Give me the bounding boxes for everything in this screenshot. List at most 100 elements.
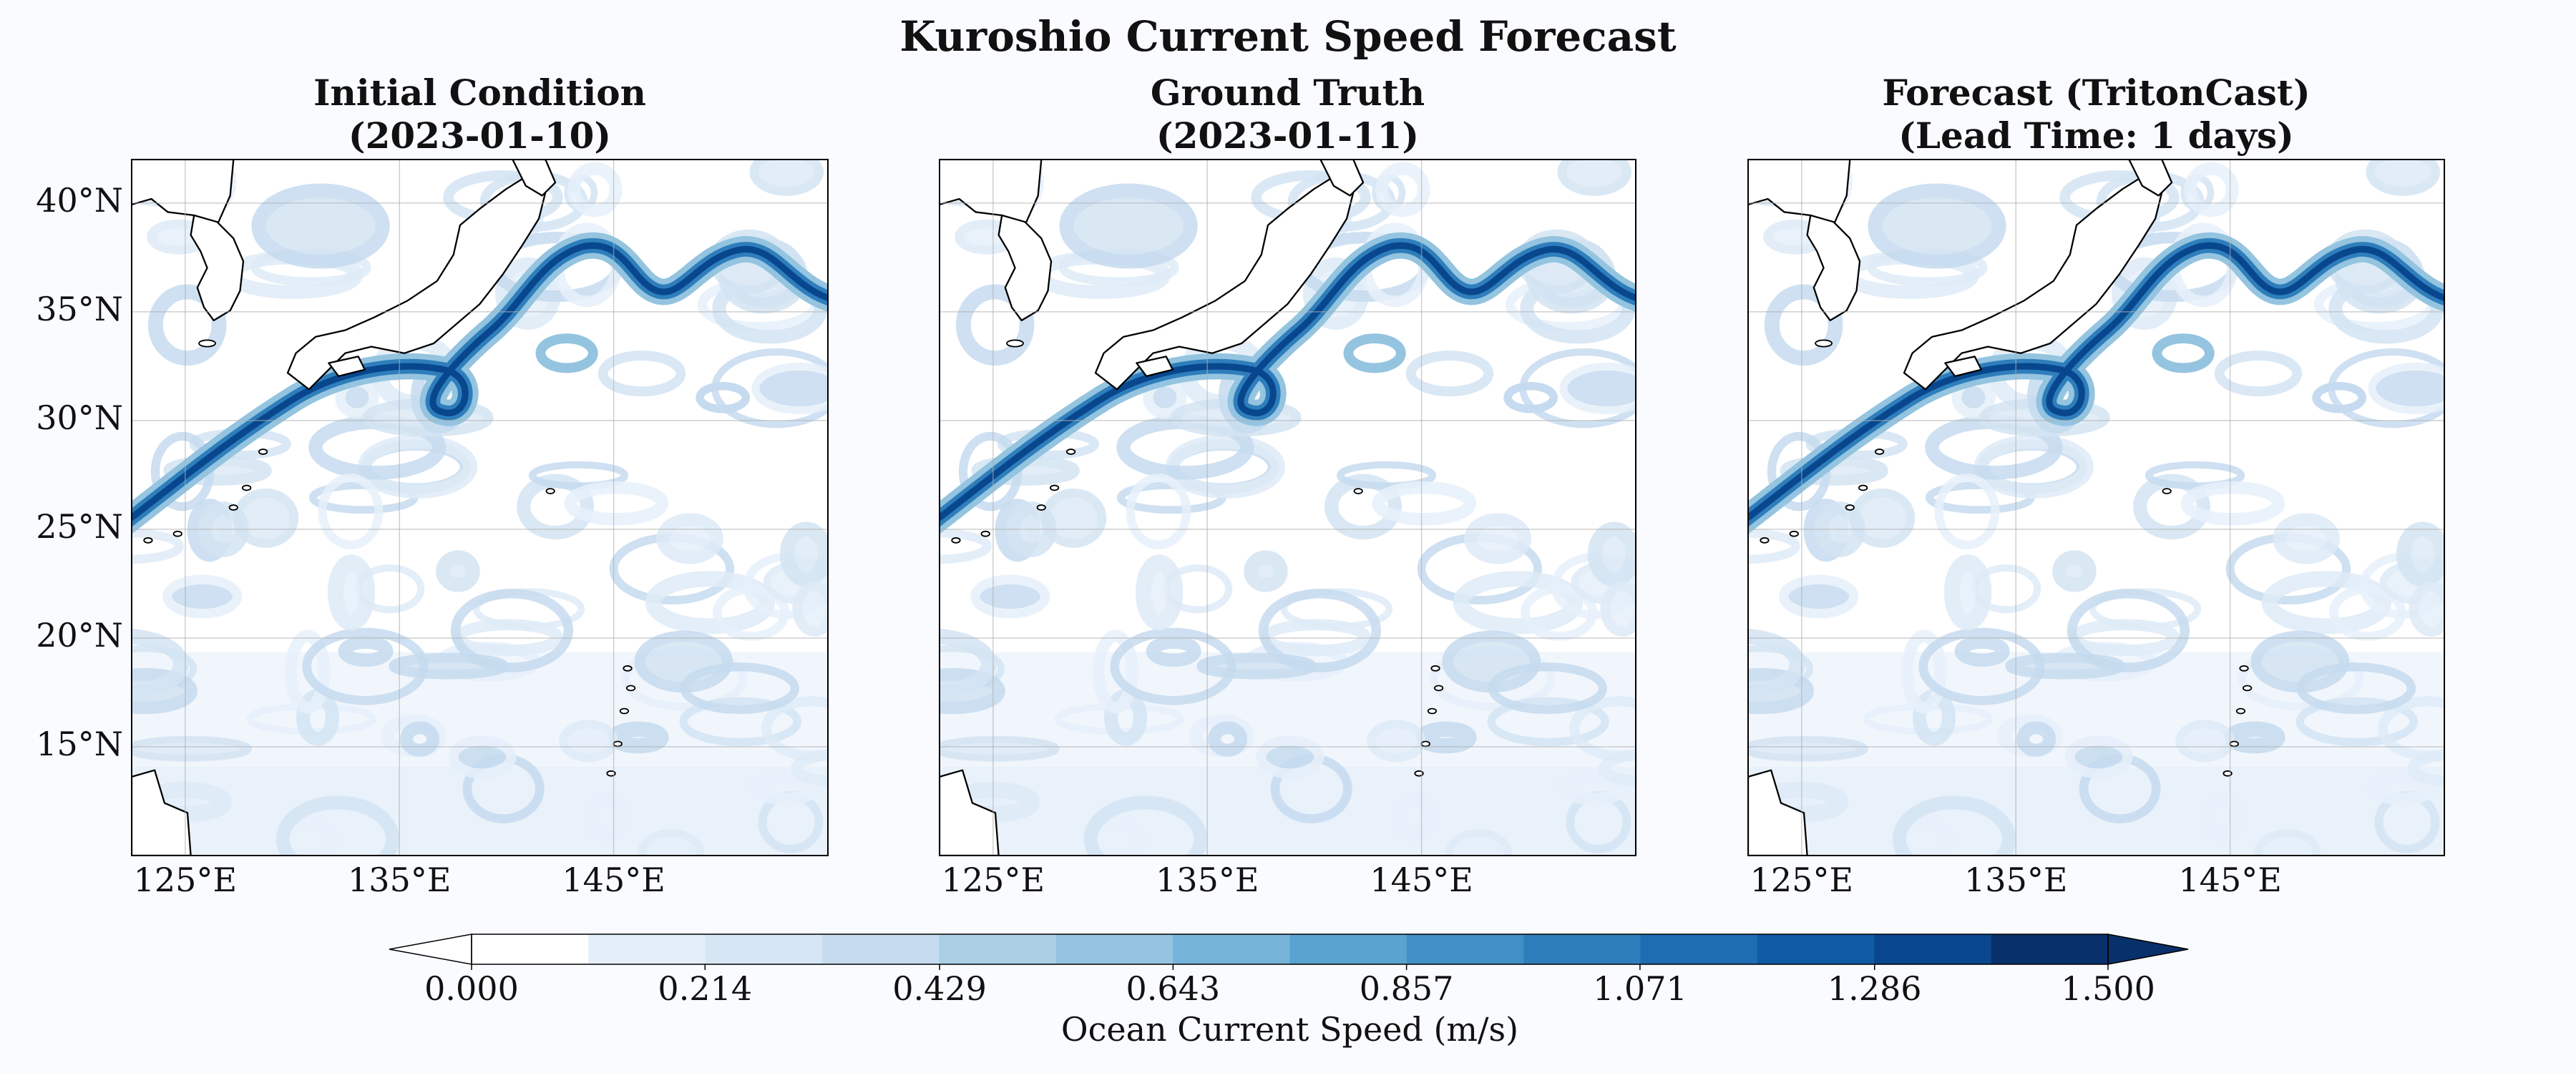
colorbar-under-arrow bbox=[389, 934, 472, 965]
panel-title: Initial Condition bbox=[313, 72, 646, 114]
colorbar-segment bbox=[1289, 934, 1407, 964]
x-tick-label: 125°E bbox=[134, 861, 237, 899]
field-swirl bbox=[2366, 160, 2441, 196]
field-swirl bbox=[2067, 588, 2190, 672]
colorbar-tick-label: 0.643 bbox=[1126, 969, 1221, 1008]
island bbox=[1874, 449, 1885, 455]
field-swirl bbox=[1445, 829, 1513, 856]
field bbox=[940, 160, 1636, 856]
island bbox=[613, 740, 623, 748]
colorbar-segment bbox=[1874, 934, 1992, 964]
y-tick-label: 20°N bbox=[36, 616, 123, 655]
map-area bbox=[940, 160, 1636, 856]
field-swirl bbox=[1324, 474, 1402, 540]
coastline-korea bbox=[997, 214, 1053, 322]
coastline-philippines bbox=[132, 769, 192, 856]
map-frame bbox=[1747, 159, 2445, 856]
island bbox=[172, 530, 182, 537]
y-tick-label: 30°N bbox=[36, 398, 123, 437]
field-swirl bbox=[1405, 351, 1494, 397]
field-swirl bbox=[1146, 635, 1201, 667]
map-area bbox=[132, 160, 828, 856]
island bbox=[1036, 504, 1046, 511]
colorbar-tick-label: 0.000 bbox=[424, 969, 519, 1008]
field-swirl bbox=[338, 635, 394, 667]
island bbox=[1433, 685, 1444, 692]
colorbar-segment bbox=[1406, 934, 1524, 964]
coastline-shikoku bbox=[1944, 356, 1983, 378]
panel-title: Ground Truth bbox=[1151, 72, 1425, 114]
field-swirl bbox=[2273, 513, 2340, 564]
field-swirl bbox=[680, 662, 800, 715]
island bbox=[2235, 707, 2246, 715]
colorbar-segment bbox=[705, 934, 823, 964]
field-swirl bbox=[940, 628, 997, 700]
field-swirl bbox=[2396, 521, 2444, 587]
field-swirl bbox=[751, 362, 828, 415]
field-swirl bbox=[2365, 770, 2439, 805]
field-swirl bbox=[1488, 662, 1608, 715]
coastline-shikoku bbox=[1136, 356, 1174, 378]
field-swirl bbox=[1258, 588, 1382, 672]
current-center bbox=[132, 242, 828, 522]
colorbar-label: Ocean Current Speed (m/s) bbox=[1061, 1010, 1518, 1049]
x-tick-label: 145°E bbox=[562, 861, 665, 899]
field-swirl bbox=[400, 721, 440, 757]
field-swirl bbox=[2175, 720, 2235, 763]
x-tick-label: 145°E bbox=[2178, 861, 2281, 899]
field-swirl bbox=[1954, 635, 2010, 667]
field-swirl bbox=[1375, 162, 1430, 217]
coastline-korea bbox=[190, 214, 245, 322]
figure-title: Kuroshio Current Speed Forecast bbox=[899, 12, 1676, 61]
field-swirl bbox=[1600, 582, 1636, 637]
field-swirl bbox=[2296, 662, 2416, 715]
field-swirl bbox=[1126, 473, 1191, 549]
field-swirl bbox=[791, 750, 828, 787]
island bbox=[258, 449, 268, 455]
coastline-hokkaido bbox=[1319, 160, 1365, 197]
island bbox=[951, 537, 961, 544]
field-swirl bbox=[1599, 750, 1636, 787]
field-swirl bbox=[1390, 791, 1439, 843]
x-tick-label: 145°E bbox=[1370, 861, 1473, 899]
panel-title: Forecast (TritonCast) bbox=[1882, 72, 2310, 114]
field-swirl bbox=[559, 720, 618, 763]
eddy bbox=[535, 333, 598, 373]
island bbox=[2229, 740, 2239, 748]
panel-subtitle: (Lead Time: 1 days) bbox=[1898, 114, 2294, 157]
field-swirl bbox=[1372, 481, 1477, 526]
island bbox=[2162, 488, 2172, 494]
field-swirl bbox=[638, 829, 705, 856]
colorbar-over-arrow bbox=[2107, 934, 2189, 965]
island bbox=[619, 707, 630, 715]
field-swirl bbox=[1569, 696, 1636, 761]
field-swirl bbox=[1934, 473, 2000, 549]
field-swirl bbox=[779, 521, 828, 587]
x-tick-label: 125°E bbox=[1750, 861, 1853, 899]
field-swirl bbox=[1208, 721, 1248, 757]
field-swirl bbox=[1059, 183, 1198, 269]
field-swirl bbox=[645, 571, 776, 635]
field-swirl bbox=[940, 735, 1060, 762]
field-swirl bbox=[1336, 461, 1437, 490]
field-swirl bbox=[1901, 629, 1947, 714]
coastline-hokkaido bbox=[2128, 160, 2173, 197]
map-area bbox=[1748, 160, 2444, 856]
colorbar-segment bbox=[1523, 934, 1641, 964]
island bbox=[1427, 707, 1438, 715]
colorbar-segment bbox=[588, 934, 706, 964]
field-swirl bbox=[517, 474, 595, 540]
field-swirl bbox=[2214, 351, 2303, 397]
y-tick-label: 15°N bbox=[36, 725, 123, 763]
field-swirl bbox=[1453, 571, 1584, 635]
field-swirl bbox=[1764, 284, 1843, 366]
field-swirl bbox=[1083, 795, 1208, 856]
colorbar-segment bbox=[1991, 934, 2109, 964]
panel-subtitle: (2023-01-10) bbox=[348, 114, 611, 157]
colorbar-segment bbox=[1757, 934, 1875, 964]
field-swirl bbox=[1135, 554, 1184, 631]
field-swirl bbox=[1556, 770, 1631, 805]
field-swirl bbox=[2254, 829, 2321, 856]
island bbox=[2239, 665, 2249, 672]
coastline-philippines bbox=[940, 769, 1000, 856]
